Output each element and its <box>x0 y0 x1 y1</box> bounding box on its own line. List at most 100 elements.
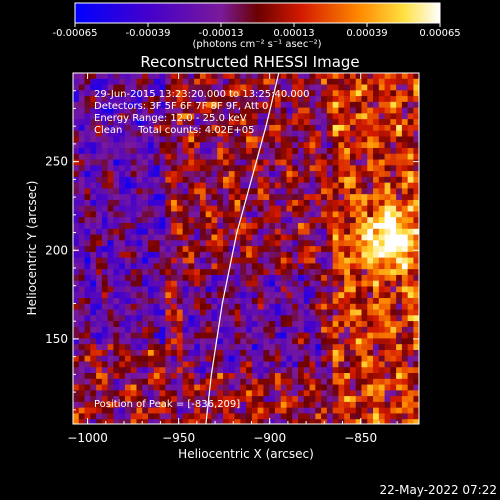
heatmap-cell <box>315 217 322 224</box>
heatmap-cell <box>309 199 316 207</box>
heatmap-cell <box>119 286 126 293</box>
heatmap-cell <box>321 390 328 397</box>
heatmap-cell <box>148 269 155 276</box>
heatmap-cell <box>280 367 287 374</box>
heatmap-cell <box>199 280 207 287</box>
heatmap-cell <box>251 407 259 414</box>
heatmap-cell <box>194 280 201 287</box>
heatmap-cell <box>269 263 276 270</box>
heatmap-cell <box>269 274 276 282</box>
heatmap-cell <box>303 136 310 143</box>
heatmap-cell <box>373 217 380 224</box>
heatmap-cell <box>205 142 212 149</box>
heatmap-cell <box>361 159 368 166</box>
heatmap-cell <box>367 234 374 241</box>
heatmap-cell <box>315 373 322 380</box>
heatmap-cell <box>321 309 328 316</box>
heatmap-cell <box>182 101 189 109</box>
heatmap-cell <box>142 176 149 184</box>
heatmap-cell <box>407 194 414 201</box>
heatmap-cell <box>413 205 419 212</box>
heatmap-cell <box>124 73 132 80</box>
heatmap-cell <box>396 90 403 97</box>
heatmap-cell <box>361 96 368 103</box>
heatmap-cell <box>113 240 120 247</box>
heatmap-cell <box>373 344 380 351</box>
heatmap-cell <box>101 407 109 414</box>
heatmap-cell <box>257 130 264 137</box>
heatmap-cell <box>188 211 195 218</box>
heatmap-cell <box>355 171 362 178</box>
heatmap-cell <box>407 396 414 403</box>
heatmap-cell <box>390 228 397 235</box>
heatmap-cell <box>367 396 374 403</box>
heatmap-cell <box>234 176 241 184</box>
heatmap-cell <box>367 309 374 316</box>
heatmap-cell <box>228 384 235 391</box>
heatmap-cell <box>142 246 149 253</box>
heatmap-cell <box>84 257 91 264</box>
heatmap-cell <box>223 338 230 345</box>
heatmap-cell <box>205 101 212 109</box>
heatmap-cell <box>78 390 85 397</box>
heatmap-cell <box>309 153 316 160</box>
heatmap-cell <box>240 142 247 149</box>
heatmap-cell <box>373 223 380 230</box>
heatmap-cell <box>390 419 397 424</box>
heatmap-cell <box>130 101 137 109</box>
heatmap-cell <box>298 413 305 420</box>
heatmap-cell <box>280 159 287 166</box>
heatmap-cell <box>401 407 409 414</box>
heatmap-cell <box>73 303 80 310</box>
heatmap-cell <box>413 188 419 195</box>
heatmap-cell <box>367 367 374 374</box>
heatmap-cell <box>355 367 362 374</box>
heatmap-cell <box>257 165 264 172</box>
heatmap-cell <box>199 228 207 235</box>
heatmap-cell <box>367 223 374 230</box>
heatmap-cell <box>73 113 80 120</box>
heatmap-cell <box>73 292 80 299</box>
heatmap-cell <box>153 148 160 155</box>
heatmap-cell <box>349 194 357 201</box>
heatmap-cell <box>130 217 137 224</box>
heatmap-cell <box>113 119 120 126</box>
heatmap-cell <box>286 96 293 103</box>
heatmap-cell <box>407 211 414 218</box>
heatmap-cell <box>378 124 385 132</box>
heatmap-cell <box>165 205 172 212</box>
heatmap-cell <box>171 165 178 172</box>
heatmap-cell <box>234 367 241 374</box>
heatmap-cell <box>90 96 97 103</box>
heatmap-cell <box>338 384 345 391</box>
heatmap-cell <box>73 84 80 91</box>
heatmap-cell <box>263 124 270 132</box>
heatmap-cell <box>315 263 322 270</box>
heatmap-cell <box>176 130 184 137</box>
heatmap-cell <box>119 344 126 351</box>
heatmap-cell <box>384 211 391 218</box>
heatmap-cell <box>384 407 391 414</box>
heatmap-cell <box>373 234 380 241</box>
heatmap-cell <box>326 251 334 259</box>
heatmap-cell <box>90 286 97 293</box>
heatmap-cell <box>153 257 160 264</box>
heatmap-cell <box>355 223 362 230</box>
heatmap-cell <box>223 113 230 120</box>
heatmap-cell <box>373 396 380 403</box>
heatmap-cell <box>211 107 218 114</box>
heatmap-cell <box>269 217 276 224</box>
heatmap-cell <box>263 136 270 143</box>
heatmap-cell <box>205 349 212 357</box>
heatmap-cell <box>384 274 391 282</box>
heatmap-cell <box>176 263 184 270</box>
heatmap-cell <box>407 136 414 143</box>
heatmap-cell <box>274 407 282 414</box>
heatmap-cell <box>153 211 160 218</box>
heatmap-cell <box>303 286 310 293</box>
heatmap-cell <box>101 269 109 276</box>
heatmap-cell <box>286 257 293 264</box>
heatmap-cell <box>292 107 299 114</box>
heatmap-cell <box>113 148 120 155</box>
heatmap-cell <box>269 205 276 212</box>
